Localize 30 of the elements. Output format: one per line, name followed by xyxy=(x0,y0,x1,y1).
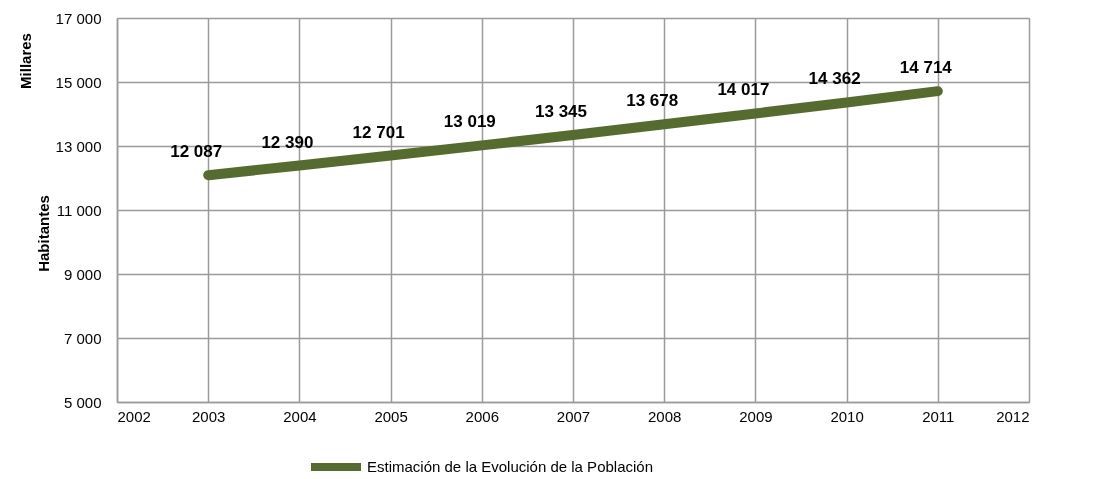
data-label: 12 087 xyxy=(170,142,223,162)
x-tick-label: 2006 xyxy=(465,407,499,425)
x-tick-label: 2007 xyxy=(556,407,591,425)
x-tick-label: 2010 xyxy=(830,407,864,425)
data-label: 14 017 xyxy=(717,80,770,100)
text: Millares xyxy=(17,33,34,89)
y-tick-label: 7 000 xyxy=(63,329,102,347)
y-tick-label: 15 000 xyxy=(55,73,102,91)
data-label: 13 678 xyxy=(626,91,679,111)
x-tick-label: 2002 xyxy=(117,407,151,425)
legend-label: Estimación de la Evolución de la Población xyxy=(367,458,654,475)
y-tick-label: 11 000 xyxy=(56,201,102,219)
data-label: 13 345 xyxy=(535,101,587,121)
y-tick-label: 17 000 xyxy=(55,9,102,27)
x-tick-label: 2012 xyxy=(996,407,1030,425)
data-label: 14 714 xyxy=(899,58,953,78)
data-label: 12 701 xyxy=(352,122,405,142)
y-tick-label: 9 000 xyxy=(63,265,102,283)
x-tick-label: 2003 xyxy=(192,407,226,425)
data-label: 14 362 xyxy=(808,69,861,89)
x-tick-label: 2009 xyxy=(739,407,773,425)
data-label: 13 019 xyxy=(443,112,496,132)
x-tick-label: 2008 xyxy=(648,407,682,425)
x-tick-label: 2004 xyxy=(283,407,317,425)
y-tick-label: 5 000 xyxy=(63,393,102,411)
data-label: 12 390 xyxy=(261,132,314,152)
x-tick-label: 2005 xyxy=(374,407,408,425)
y-tick-label: 13 000 xyxy=(55,137,102,155)
x-tick-label: 2011 xyxy=(922,407,955,425)
y-axis-title: Habitantes xyxy=(34,195,52,272)
